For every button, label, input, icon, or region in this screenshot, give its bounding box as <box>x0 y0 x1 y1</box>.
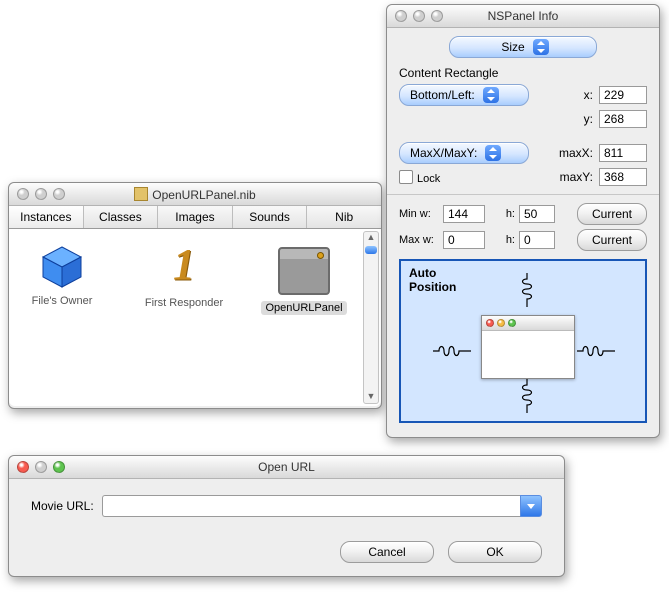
close-icon[interactable] <box>395 10 407 22</box>
lock-label: Lock <box>417 173 440 185</box>
spring-left-icon[interactable] <box>433 343 477 359</box>
content-rectangle-label: Content Rectangle <box>399 66 647 80</box>
maxw-current-button[interactable]: Current <box>577 229 647 251</box>
checkbox-icon <box>399 170 413 184</box>
panel-icon <box>278 247 330 295</box>
cube-icon <box>40 245 84 289</box>
close-icon[interactable] <box>17 461 29 473</box>
tab-sounds[interactable]: Sounds <box>233 206 308 228</box>
ok-button[interactable]: OK <box>448 541 542 563</box>
inspector-mode-label: Size <box>501 40 524 54</box>
scroll-down-icon[interactable]: ▼ <box>364 391 378 403</box>
nib-item-files-owner[interactable]: File's Owner <box>17 245 107 307</box>
extent-popup-label: MaxX/MaxY: <box>410 146 477 160</box>
close-icon[interactable] <box>17 188 29 200</box>
maxy-field[interactable]: 368 <box>599 168 647 186</box>
spring-bottom-icon[interactable] <box>519 379 535 419</box>
nib-tabbar: Instances Classes Images Sounds Nib <box>9 206 381 229</box>
x-label: x: <box>551 88 593 102</box>
minh-field[interactable]: 50 <box>519 205 555 223</box>
one-icon: 1 <box>167 243 201 291</box>
nib-item-first-responder[interactable]: 1 First Responder <box>139 243 229 309</box>
zoom-icon[interactable] <box>431 10 443 22</box>
extent-popup[interactable]: MaxX/MaxY: <box>399 142 529 164</box>
inspector-window: NSPanel Info Size Content Rectangle Bott… <box>386 4 660 438</box>
openurl-title: Open URL <box>9 460 564 474</box>
autoposition-box[interactable]: Auto Position <box>399 259 647 423</box>
openurl-body: Movie URL: Cancel OK <box>9 479 564 575</box>
minw-label: Min w: <box>399 208 443 220</box>
y-field[interactable]: 268 <box>599 110 647 128</box>
scroll-up-icon[interactable]: ▲ <box>364 232 378 244</box>
minimize-icon[interactable] <box>35 461 47 473</box>
tab-nib[interactable]: Nib <box>307 206 381 228</box>
nib-item-label: File's Owner <box>17 295 107 307</box>
chevrons-icon <box>483 87 499 103</box>
maxx-label: maxX: <box>551 146 593 160</box>
nib-content[interactable]: File's Owner 1 First Responder OpenURLPa… <box>9 229 381 406</box>
nib-titlebar[interactable]: OpenURLPanel.nib <box>9 183 381 206</box>
movie-url-combobox[interactable] <box>102 495 542 517</box>
origin-popup[interactable]: Bottom/Left: <box>399 84 529 106</box>
minimize-icon[interactable] <box>413 10 425 22</box>
vertical-scrollbar[interactable]: ▲ ▼ <box>363 231 379 404</box>
traffic-lights <box>387 10 443 22</box>
maxw-label: Max w: <box>399 234 443 246</box>
maxh-field[interactable]: 0 <box>519 231 555 249</box>
chevrons-icon <box>533 39 549 55</box>
scroll-thumb[interactable] <box>365 246 377 254</box>
movie-url-field[interactable] <box>102 495 520 517</box>
tab-images[interactable]: Images <box>158 206 233 228</box>
lock-checkbox[interactable]: Lock <box>399 170 440 185</box>
minh-label: h: <box>493 208 515 220</box>
traffic-lights <box>9 188 65 200</box>
y-label: y: <box>551 112 593 126</box>
nib-item-openurlpanel[interactable]: OpenURLPanel <box>259 247 349 315</box>
close-icon <box>486 319 494 327</box>
inspector-titlebar[interactable]: NSPanel Info <box>387 5 659 28</box>
nib-document-window: OpenURLPanel.nib Instances Classes Image… <box>8 182 382 409</box>
traffic-lights <box>9 461 65 473</box>
inspector-mode-popup[interactable]: Size <box>449 36 597 58</box>
maxw-field[interactable]: 0 <box>443 231 485 249</box>
zoom-icon[interactable] <box>53 461 65 473</box>
zoom-icon[interactable] <box>53 188 65 200</box>
nib-item-label: OpenURLPanel <box>261 301 346 315</box>
tab-classes[interactable]: Classes <box>84 206 159 228</box>
chevrons-icon <box>485 145 501 161</box>
combobox-dropdown-button[interactable] <box>520 495 542 517</box>
origin-popup-label: Bottom/Left: <box>410 88 475 102</box>
minw-field[interactable]: 144 <box>443 205 485 223</box>
tab-instances[interactable]: Instances <box>9 206 84 228</box>
minimize-icon <box>497 319 505 327</box>
spring-top-icon[interactable] <box>519 273 535 313</box>
maxh-label: h: <box>493 234 515 246</box>
autoposition-preview-window[interactable] <box>481 315 575 379</box>
zoom-icon <box>508 319 516 327</box>
open-url-panel: Open URL Movie URL: Cancel OK <box>8 455 565 577</box>
maxy-label: maxY: <box>551 170 593 184</box>
document-icon <box>134 187 148 201</box>
openurl-titlebar[interactable]: Open URL <box>9 456 564 479</box>
movie-url-label: Movie URL: <box>31 499 94 513</box>
x-field[interactable]: 229 <box>599 86 647 104</box>
maxx-field[interactable]: 811 <box>599 144 647 162</box>
cancel-button[interactable]: Cancel <box>340 541 434 563</box>
inspector-body: Size Content Rectangle Bottom/Left: x: 2… <box>387 28 659 433</box>
autoposition-label: Auto Position <box>409 267 456 295</box>
nib-item-label: First Responder <box>139 297 229 309</box>
minw-current-button[interactable]: Current <box>577 203 647 225</box>
minimize-icon[interactable] <box>35 188 47 200</box>
spring-right-icon[interactable] <box>577 343 621 359</box>
